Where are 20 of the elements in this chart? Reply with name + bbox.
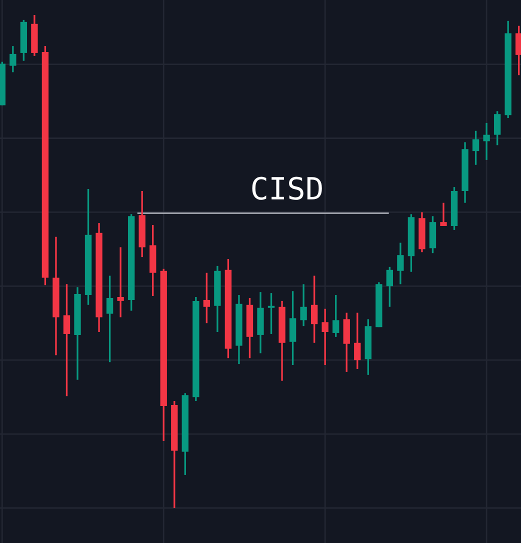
ref-line-label: CISD xyxy=(252,176,322,200)
candlestick xyxy=(397,242,404,286)
candlestick xyxy=(203,272,210,324)
candlestick xyxy=(106,274,114,363)
candlestick xyxy=(289,290,296,366)
candlestick xyxy=(440,202,447,227)
candlestick xyxy=(332,294,340,338)
candlestick xyxy=(322,308,328,366)
candlestick xyxy=(10,45,16,74)
candlestick xyxy=(494,110,501,146)
candlestick xyxy=(483,122,490,161)
candlestick xyxy=(63,283,70,397)
candlestick xyxy=(300,283,307,327)
candlestick xyxy=(310,274,318,344)
candlestick xyxy=(516,25,521,76)
candlestick xyxy=(386,266,394,308)
candlestick xyxy=(117,246,124,318)
candlestick xyxy=(268,292,275,335)
candlestick xyxy=(354,312,361,370)
candlestick xyxy=(472,130,480,166)
